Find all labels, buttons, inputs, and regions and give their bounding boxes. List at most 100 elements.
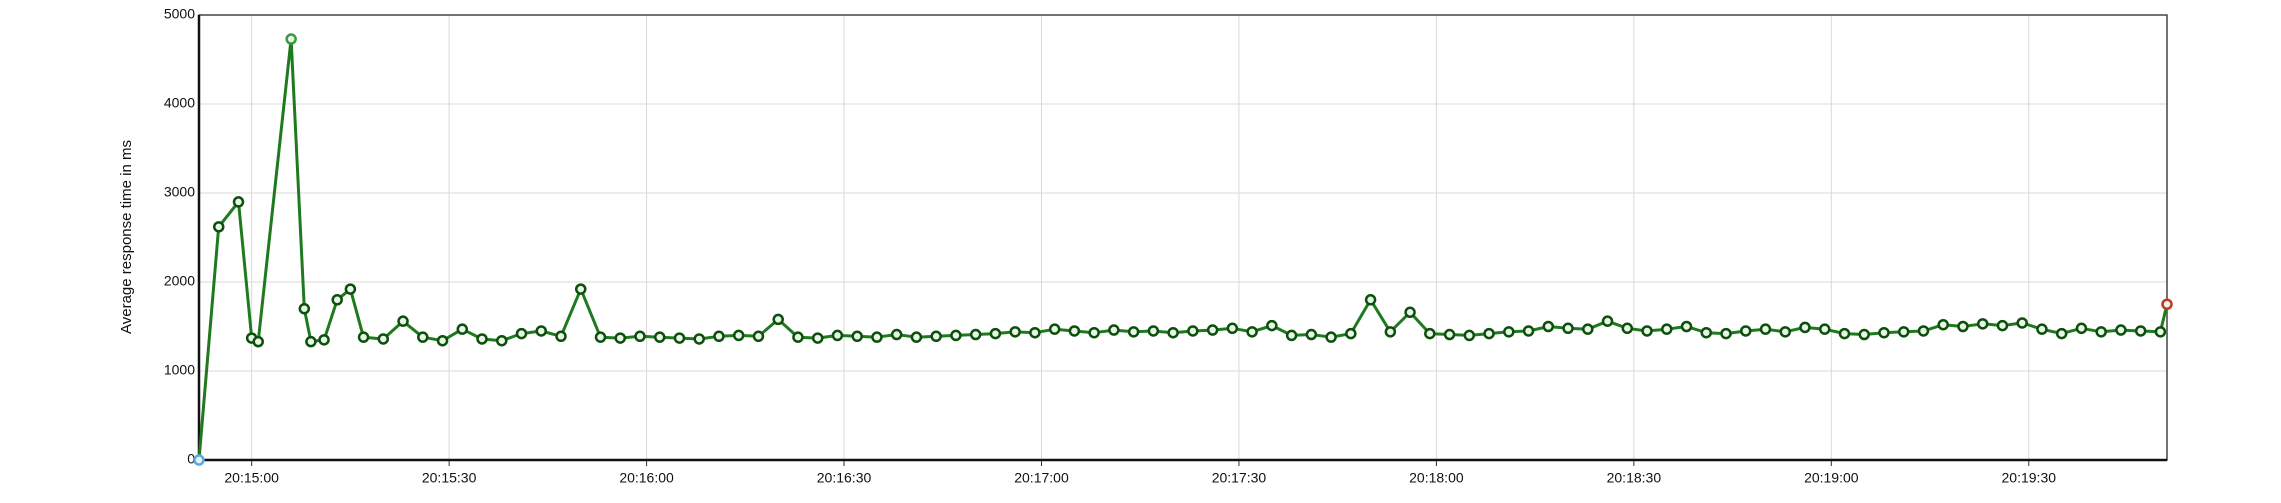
response-line — [197, 37, 2169, 461]
plot-frame — [198, 14, 2168, 461]
data-point — [772, 313, 784, 326]
data-point — [1463, 329, 1476, 342]
x-tick-label: 20:17:30 — [1212, 470, 1267, 486]
data-point — [1325, 331, 1337, 343]
data-point — [930, 330, 942, 343]
data-point — [193, 454, 205, 466]
data-point — [1582, 323, 1594, 335]
data-point — [890, 328, 903, 341]
data-point — [2036, 323, 2048, 335]
data-point — [575, 283, 587, 295]
data-point — [2075, 322, 2088, 335]
x-tick-label: 20:19:00 — [1804, 470, 1859, 486]
data-point — [496, 334, 508, 347]
x-tick-label: 20:18:00 — [1409, 470, 1464, 486]
data-point — [1700, 326, 1713, 339]
data-point — [1818, 323, 1831, 335]
data-point — [2016, 317, 2028, 329]
data-point — [713, 330, 725, 343]
x-tick-label: 20:16:00 — [619, 470, 674, 486]
data-point — [2115, 324, 2127, 336]
data-point — [792, 331, 804, 343]
y-tick-label: 3000 — [164, 184, 195, 200]
x-tick-label: 20:15:00 — [224, 470, 279, 486]
data-point — [1226, 322, 1239, 335]
data-point — [1108, 324, 1120, 336]
data-point — [1641, 325, 1653, 337]
y-tick-label: 1000 — [164, 362, 195, 378]
data-point — [871, 331, 883, 343]
data-point — [1759, 323, 1772, 335]
data-point — [535, 325, 548, 337]
data-point — [1384, 326, 1397, 338]
data-point — [1996, 319, 2009, 332]
data-point — [1503, 326, 1515, 338]
data-point — [851, 330, 863, 343]
data-point — [2154, 326, 2167, 338]
data-point — [950, 329, 962, 342]
data-point — [1424, 327, 1436, 340]
data-point — [377, 333, 390, 345]
data-point — [1621, 322, 1634, 335]
data-point — [1799, 321, 1811, 334]
data-point — [1029, 326, 1041, 339]
data-point — [693, 333, 705, 345]
data-point — [594, 331, 607, 343]
data-point — [1345, 327, 1357, 340]
data-point — [1009, 326, 1021, 338]
data-point — [436, 334, 449, 347]
data-point — [357, 331, 370, 343]
data-point — [969, 328, 982, 341]
data-point — [2055, 327, 2068, 340]
data-point — [212, 221, 225, 233]
data-point — [831, 329, 844, 342]
data-point — [285, 33, 297, 45]
data-point — [2095, 326, 2107, 338]
data-point — [1266, 319, 1278, 332]
data-point — [2161, 298, 2173, 310]
y-tick-label: 2000 — [164, 273, 195, 289]
x-tick-label: 20:17:00 — [1014, 470, 1069, 486]
data-point — [1167, 326, 1179, 339]
data-point — [1404, 306, 1416, 319]
data-point — [811, 332, 824, 344]
data-point — [1483, 327, 1495, 340]
x-tick-label: 20:15:30 — [422, 470, 477, 486]
data-point — [1305, 328, 1318, 341]
data-point — [1601, 315, 1614, 327]
data-point — [910, 331, 923, 343]
data-point — [1740, 325, 1752, 337]
data-point — [673, 332, 686, 344]
data-point — [1187, 325, 1199, 337]
y-tick-label: 0 — [187, 451, 195, 467]
data-point — [305, 335, 317, 348]
data-point — [232, 196, 245, 208]
data-point — [252, 335, 264, 348]
data-point — [1878, 326, 1890, 339]
data-point — [732, 329, 745, 342]
x-tick-label: 20:18:30 — [1607, 470, 1662, 486]
data-point — [476, 333, 488, 345]
data-point — [614, 332, 626, 344]
data-point — [1917, 325, 1930, 337]
data-point — [1661, 323, 1673, 335]
x-tick-label: 20:16:30 — [817, 470, 872, 486]
y-axis-label: Average response time in ms — [118, 140, 135, 334]
x-tick-label: 20:19:30 — [2002, 470, 2057, 486]
data-point — [1048, 323, 1061, 335]
data-point — [344, 283, 357, 295]
data-point — [1522, 325, 1535, 337]
data-point — [318, 334, 330, 346]
data-point — [1957, 320, 1969, 333]
data-point — [634, 330, 646, 343]
data-point — [331, 294, 343, 306]
y-tick-label: 4000 — [164, 95, 195, 111]
data-point — [555, 330, 567, 343]
data-point — [417, 331, 429, 343]
data-point — [1937, 318, 1949, 331]
data-point — [1720, 327, 1732, 340]
data-point — [456, 323, 469, 335]
data-point — [1680, 320, 1693, 333]
data-point — [1127, 326, 1140, 338]
